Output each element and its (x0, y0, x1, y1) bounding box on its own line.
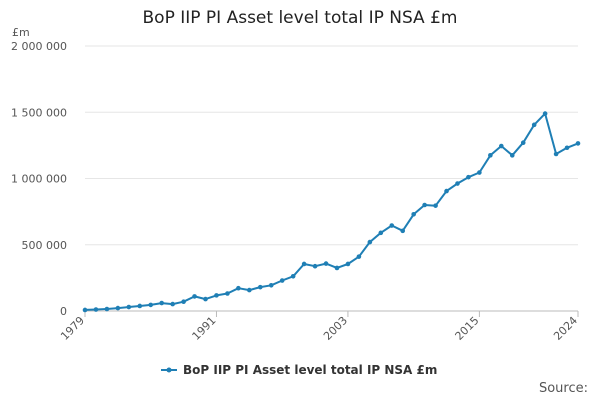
data-point[interactable] (466, 174, 471, 180)
data-point[interactable] (509, 153, 515, 158)
data-point[interactable] (203, 296, 208, 302)
x-axis-ticks: 1979 1991 2003 2015 2024 (58, 311, 580, 343)
data-point[interactable] (257, 284, 263, 290)
data-point[interactable] (225, 291, 230, 296)
data-point[interactable] (378, 230, 384, 236)
data-point[interactable] (433, 203, 438, 208)
y-tick-label: 500 000 (22, 239, 68, 252)
data-point[interactable] (575, 141, 581, 146)
data-point[interactable] (236, 285, 241, 291)
y-tick-label: 1 500 000 (11, 106, 67, 119)
data-point[interactable] (400, 228, 406, 234)
data-point[interactable] (444, 188, 449, 194)
data-point[interactable] (367, 239, 373, 245)
data-point[interactable] (192, 294, 197, 299)
x-tick-label: 1991 (190, 314, 219, 343)
data-point[interactable] (531, 122, 537, 128)
data-point[interactable] (455, 181, 460, 186)
y-axis-ticks: 0 500 000 1 000 000 1 500 000 2 000 000 (11, 40, 67, 318)
data-point[interactable] (268, 282, 274, 288)
data-point[interactable] (159, 300, 164, 306)
data-point[interactable] (279, 278, 285, 283)
data-point[interactable] (542, 111, 548, 116)
data-point[interactable] (170, 301, 175, 307)
data-point[interactable] (214, 293, 219, 298)
y-tick-label: 2 000 000 (11, 40, 67, 53)
data-point[interactable] (148, 302, 154, 308)
data-point[interactable] (553, 151, 559, 157)
data-point[interactable] (126, 304, 132, 310)
data-point[interactable] (488, 153, 493, 158)
data-point[interactable] (411, 211, 416, 217)
gridlines (85, 45, 578, 312)
x-tick-label: 1979 (58, 314, 87, 343)
data-point[interactable] (247, 287, 252, 293)
y-tick-label: 1 000 000 (11, 173, 67, 186)
data-point[interactable] (82, 307, 88, 313)
legend-marker (166, 367, 172, 373)
data-point[interactable] (323, 261, 329, 266)
data-point[interactable] (389, 223, 395, 228)
data-point[interactable] (520, 140, 526, 146)
data-point[interactable] (93, 307, 99, 312)
y-axis-unit-label: £m (12, 26, 30, 39)
data-point[interactable] (104, 306, 110, 312)
data-point[interactable] (301, 261, 307, 267)
data-point[interactable] (334, 265, 340, 271)
x-tick-label: 2024 (551, 314, 580, 343)
data-point[interactable] (356, 254, 362, 259)
data-point[interactable] (564, 145, 570, 151)
data-point[interactable] (137, 303, 143, 309)
y-tick-label: 0 (60, 305, 67, 318)
x-tick-label: 2003 (321, 314, 350, 343)
data-point[interactable] (181, 299, 186, 305)
data-point[interactable] (477, 170, 482, 175)
series-layer (82, 111, 581, 313)
data-point[interactable] (499, 143, 504, 149)
data-point[interactable] (345, 261, 351, 267)
legend[interactable]: BoP IIP PI Asset level total IP NSA £m (161, 363, 437, 377)
data-point[interactable] (312, 263, 318, 269)
series-line (84, 112, 579, 311)
source-label: Source: (538, 381, 588, 396)
x-tick-label: 2015 (453, 314, 482, 343)
data-point[interactable] (115, 305, 121, 311)
chart-title: BoP IIP PI Asset level total IP NSA £m (142, 8, 458, 28)
data-point[interactable] (422, 202, 427, 208)
data-point[interactable] (290, 273, 296, 279)
legend-label: BoP IIP PI Asset level total IP NSA £m (183, 363, 437, 377)
